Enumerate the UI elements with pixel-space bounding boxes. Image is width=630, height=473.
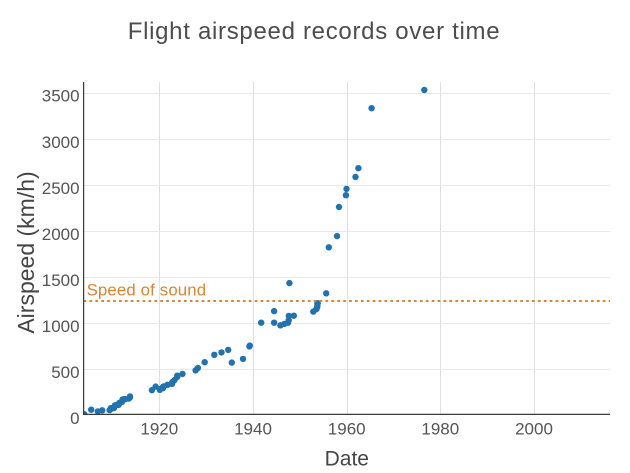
svg-text:Flight airspeed records over t: Flight airspeed records over time: [128, 18, 501, 45]
svg-text:1960: 1960: [328, 420, 366, 439]
svg-text:Speed of sound: Speed of sound: [87, 280, 207, 299]
svg-text:Airspeed (km/h): Airspeed (km/h): [13, 171, 39, 333]
svg-text:Date: Date: [325, 447, 369, 470]
svg-text:1500: 1500: [42, 271, 80, 290]
svg-text:1920: 1920: [140, 420, 178, 439]
svg-text:2500: 2500: [42, 179, 80, 198]
svg-text:500: 500: [51, 363, 79, 382]
svg-text:0: 0: [70, 409, 79, 428]
svg-text:1980: 1980: [421, 420, 459, 439]
svg-text:3500: 3500: [42, 87, 80, 106]
svg-text:2000: 2000: [515, 420, 553, 439]
svg-text:1940: 1940: [234, 420, 272, 439]
svg-text:2000: 2000: [42, 225, 80, 244]
svg-text:3000: 3000: [42, 133, 80, 152]
svg-text:1000: 1000: [42, 317, 80, 336]
